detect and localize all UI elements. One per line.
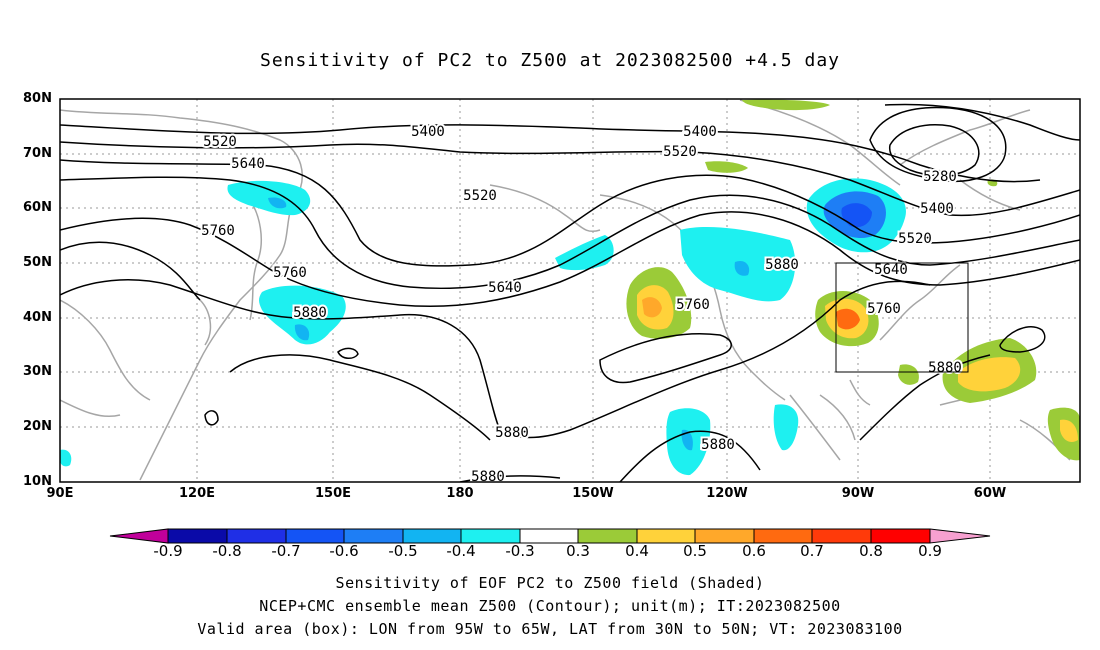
neg-region-7: [773, 404, 799, 451]
colorbar-bin: [343, 528, 404, 544]
colorbar-label: 0.4: [625, 542, 649, 560]
caption-line-2: NCEP+CMC ensemble mean Z500 (Contour); u…: [259, 597, 841, 615]
contour-label: 5880: [765, 257, 799, 273]
colorbar-label: 0.7: [800, 542, 824, 560]
lat-label: 10N: [23, 474, 52, 489]
neg-region-4-core: [734, 260, 750, 276]
neg-region-6-core: [681, 429, 693, 451]
colorbar-bin: [460, 528, 521, 544]
plot-frame: [59, 98, 1081, 483]
colorbar-label: 0.8: [859, 542, 883, 560]
pos-region-1-core: [642, 297, 662, 318]
lat-label: 50N: [23, 255, 52, 270]
contour-label: 5280: [923, 169, 957, 185]
lat-label: 40N: [23, 310, 52, 325]
caption-line-3: Valid area (box): LON from 95W to 65W, L…: [197, 620, 903, 638]
lon-label: 180: [446, 486, 474, 501]
contour-label: 5520: [663, 144, 697, 160]
colorbar-bin: [636, 528, 696, 544]
lon-label: 150W: [572, 486, 614, 501]
colorbar-bin: [753, 528, 813, 544]
valid-area-box: [835, 262, 969, 373]
contour-label: 5760: [273, 265, 307, 281]
colorbar-label: 0.9: [918, 542, 942, 560]
colorbar-bin: [519, 528, 579, 544]
neg-region-2-core: [294, 324, 310, 341]
contour-label: 5640: [488, 280, 522, 296]
coastlines: [60, 99, 1071, 481]
colorbar-label: 0.5: [683, 542, 707, 560]
colorbar-bin: [811, 528, 872, 544]
colorbar: [109, 528, 991, 544]
colorbar-label: -0.3: [505, 542, 535, 560]
colorbar-bin: [577, 528, 638, 544]
colorbar-label: -0.6: [329, 542, 359, 560]
contour-label: 5400: [411, 124, 445, 140]
contour-label: 5880: [701, 437, 735, 453]
colorbar-left-arrow: [109, 528, 169, 544]
contour-label: 5880: [495, 425, 529, 441]
contour-label: 5880: [928, 360, 962, 376]
lat-label: 70N: [23, 146, 52, 161]
pos-region-2-core: [836, 308, 860, 330]
contour-label: 5520: [203, 134, 237, 150]
contour-label: 5520: [463, 188, 497, 204]
colorbar-label: -0.7: [271, 542, 301, 560]
colorbar-label: -0.9: [153, 542, 183, 560]
colorbar-label: 0.6: [742, 542, 766, 560]
lon-label: 60W: [973, 486, 1007, 501]
contour-label: 5880: [293, 305, 327, 321]
lon-label: 90E: [46, 486, 74, 501]
contour-label: 5760: [676, 297, 710, 313]
contour-label: 5760: [201, 223, 235, 239]
colorbar-label: 0.3: [566, 542, 590, 560]
neg-region-5-core: [841, 203, 872, 228]
sensitivity-shading: [60, 99, 1080, 476]
contour-label: 5520: [898, 231, 932, 247]
colorbar-bin: [167, 528, 228, 544]
pos-region-3-mid: [958, 357, 1021, 392]
colorbar-label: -0.5: [388, 542, 418, 560]
colorbar-bin: [285, 528, 345, 544]
neg-region-1-core: [268, 197, 287, 209]
caption-line-1: Sensitivity of EOF PC2 to Z500 field (Sh…: [335, 574, 765, 592]
neg-region-8: [60, 449, 72, 467]
colorbar-bin: [402, 528, 462, 544]
lat-label: 30N: [23, 364, 52, 379]
z500-contours: [60, 103, 1080, 482]
pos-region-7: [898, 364, 919, 385]
lon-label: 120W: [706, 486, 748, 501]
map-title: Sensitivity of PC2 to Z500 at 2023082500…: [259, 50, 840, 71]
colorbar-bin: [226, 528, 287, 544]
colorbar-bin: [870, 528, 931, 544]
lon-label: 90W: [841, 486, 875, 501]
lon-label: 120E: [178, 486, 216, 501]
colorbar-label: -0.8: [212, 542, 242, 560]
contour-label: 5400: [683, 124, 717, 140]
lon-label: 150E: [314, 486, 352, 501]
lat-label: 60N: [23, 200, 52, 215]
neg-region-2: [259, 285, 346, 345]
lat-label: 80N: [23, 91, 52, 106]
pos-region-6: [705, 161, 748, 173]
colorbar-right-arrow: [929, 528, 991, 544]
contour-label: 5880: [471, 469, 505, 485]
contour-label: 5760: [867, 301, 901, 317]
colorbar-bin: [694, 528, 755, 544]
contour-label: 5640: [231, 156, 265, 172]
pos-region-5: [742, 99, 830, 111]
lat-label: 20N: [23, 419, 52, 434]
contour-label: 5400: [920, 201, 954, 217]
contour-label: 5640: [874, 262, 908, 278]
colorbar-label: -0.4: [446, 542, 476, 560]
pos-region-4-mid: [1060, 419, 1078, 442]
